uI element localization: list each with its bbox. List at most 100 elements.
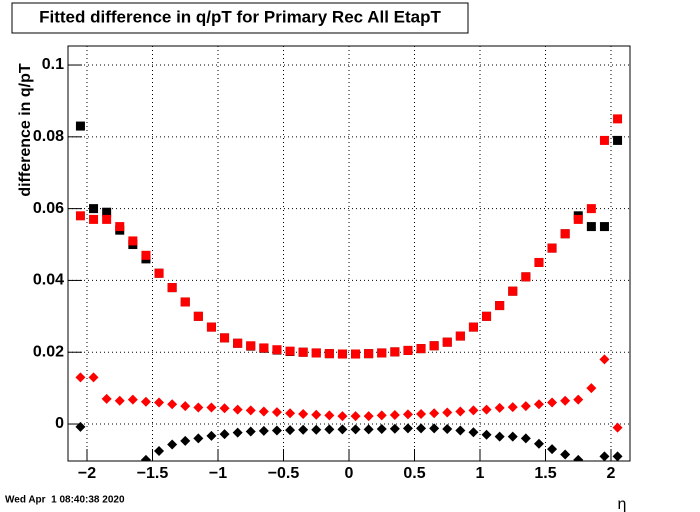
- x-tick-label: −1.5: [137, 465, 169, 482]
- diamond-marker: [468, 427, 479, 438]
- diamond-marker: [232, 404, 243, 415]
- square-marker: [613, 114, 623, 124]
- square-marker: [285, 346, 295, 356]
- diamond-marker: [167, 439, 178, 450]
- diamond-marker: [507, 431, 518, 442]
- square-marker: [272, 345, 282, 355]
- diamond-marker: [219, 403, 230, 414]
- square-marker: [115, 222, 125, 232]
- diamond-marker: [468, 405, 479, 416]
- square-marker: [298, 347, 308, 357]
- x-tick-label: −1: [209, 465, 227, 482]
- y-tick-label: 0.06: [33, 200, 64, 217]
- plot-area: [75, 114, 623, 461]
- diamond-marker: [298, 408, 309, 419]
- square-marker: [364, 349, 374, 359]
- diamond-marker: [285, 408, 296, 419]
- diamond-marker: [258, 425, 269, 436]
- title-box: [11, 2, 469, 34]
- axes: −2 −1.5 −1 −0.5 0 0.5 1 1.5 2 0 0.02 0.04 0.06 0.08 0.…: [33, 56, 616, 482]
- square-marker: [599, 135, 609, 145]
- diamond-marker: [350, 411, 361, 422]
- diamond-marker: [389, 423, 400, 434]
- square-marker: [429, 341, 439, 351]
- diamond-marker: [337, 424, 348, 435]
- diamond-marker: [154, 397, 165, 408]
- diamond-marker: [219, 429, 230, 440]
- diamond-marker: [520, 401, 531, 412]
- diamond-marker: [298, 424, 309, 435]
- diamond-marker: [88, 372, 99, 383]
- chart-title: Fitted difference in q/pT for Primary Re…: [39, 7, 441, 26]
- square-marker: [613, 135, 623, 145]
- square-marker: [337, 349, 347, 359]
- square-marker: [599, 222, 609, 232]
- diamond-marker: [154, 445, 165, 456]
- square-marker: [102, 207, 112, 217]
- square-marker: [206, 322, 216, 332]
- diamond-marker: [547, 397, 558, 408]
- diamond-marker: [533, 438, 544, 449]
- grid: [68, 46, 630, 461]
- diamond-marker: [101, 393, 112, 404]
- square-marker: [508, 286, 518, 296]
- diamond-marker: [455, 425, 466, 436]
- square-marker: [377, 348, 387, 358]
- diamond-marker: [599, 354, 610, 365]
- diamond-marker: [245, 405, 256, 416]
- square-marker: [442, 337, 452, 347]
- diamond-marker: [193, 402, 204, 413]
- x-tick-label: 2: [607, 465, 616, 482]
- diamond-marker: [245, 426, 256, 437]
- diamond-marker: [429, 423, 440, 434]
- diamond-marker: [127, 394, 138, 405]
- diamond-marker: [206, 402, 217, 413]
- x-tick-label: 0: [345, 465, 354, 482]
- square-marker: [482, 311, 492, 321]
- diamond-marker: [429, 408, 440, 419]
- diamond-marker: [442, 424, 453, 435]
- y-tick-label: 0.02: [33, 343, 64, 360]
- square-marker: [89, 204, 99, 214]
- diamond-marker: [416, 408, 427, 419]
- diamond-marker: [560, 395, 571, 406]
- x-axis-label: η: [618, 496, 627, 512]
- square-marker: [573, 214, 583, 224]
- square-marker: [390, 347, 400, 357]
- diamond-marker: [324, 410, 335, 421]
- diamond-marker: [232, 427, 243, 438]
- square-marker: [324, 349, 334, 359]
- diamond-marker: [376, 410, 387, 421]
- diamond-marker: [75, 372, 86, 383]
- square-marker: [416, 344, 426, 354]
- diamond-marker: [507, 402, 518, 413]
- square-marker: [102, 214, 112, 224]
- square-marker: [246, 341, 256, 351]
- square-marker: [351, 349, 361, 359]
- diamond-marker: [258, 406, 269, 417]
- diamond-marker: [494, 402, 505, 413]
- square-marker: [403, 345, 413, 355]
- diamond-marker: [520, 433, 531, 444]
- square-marker: [547, 243, 557, 253]
- square-marker: [180, 297, 190, 307]
- square-marker: [233, 338, 243, 348]
- diamond-marker: [416, 423, 427, 434]
- x-tick-label: −2: [78, 465, 96, 482]
- diamond-marker: [180, 401, 191, 412]
- diamond-marker: [481, 429, 492, 440]
- diamond-marker: [285, 425, 296, 436]
- y-axis-label: difference in q/pT: [17, 63, 34, 197]
- diamond-marker: [402, 423, 413, 434]
- square-marker: [75, 121, 85, 131]
- diamond-marker: [140, 454, 151, 461]
- square-marker: [468, 322, 478, 332]
- square-marker: [167, 283, 177, 293]
- square-marker: [154, 268, 164, 278]
- diamond-marker: [573, 394, 584, 405]
- diamond-marker: [586, 383, 597, 394]
- diamond-marker: [193, 433, 204, 444]
- square-marker: [455, 331, 465, 341]
- x-tick-label: 1.5: [534, 465, 556, 482]
- square-marker: [586, 204, 596, 214]
